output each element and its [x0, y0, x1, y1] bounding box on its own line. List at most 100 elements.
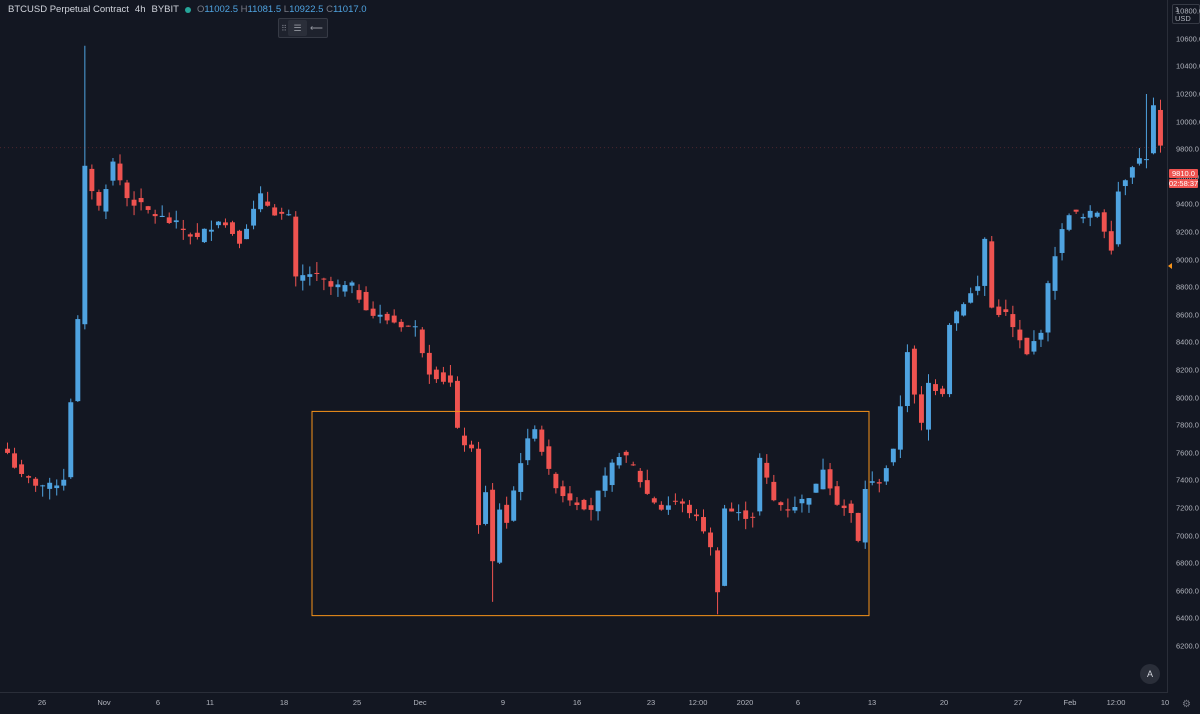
candle-body	[1094, 212, 1100, 217]
candle-body	[26, 476, 32, 478]
time-tick-label: 10	[1160, 698, 1170, 707]
line-tool-icon[interactable]: ⟵	[310, 22, 323, 33]
candle-body	[799, 498, 805, 504]
alert-marker-icon[interactable]	[1168, 263, 1172, 269]
candle-body	[314, 272, 320, 274]
candle-body	[412, 326, 418, 328]
candle-body	[609, 462, 615, 486]
time-axis[interactable]: 26 Nov 6 11 18 25 Dec 9 16 23 12:00 2020 6 13 20 27 Feb 1…	[0, 692, 1170, 714]
candle-body	[349, 282, 355, 286]
time-tick-label: 20	[939, 698, 949, 707]
legend-open: 11002.5	[204, 4, 238, 15]
candle-body	[82, 165, 88, 325]
candle-body	[672, 500, 678, 502]
candle-body	[827, 469, 833, 489]
candle-body	[595, 490, 601, 512]
price-tick-label: 6400.0	[1176, 613, 1199, 623]
candle-body	[391, 315, 397, 323]
price-tick-label: 9000.0	[1176, 255, 1199, 265]
candle-body	[918, 394, 924, 423]
candle-body	[1101, 212, 1107, 232]
price-axis[interactable]: 1 USD 6200.0 6400.0 6600.0 6800.0 7000.0 7200…	[1168, 0, 1200, 692]
price-tick-label: 7600.0	[1176, 448, 1199, 458]
candle-body	[567, 493, 573, 501]
candle-body	[947, 324, 953, 395]
price-tick-label: 9800.0	[1176, 144, 1199, 154]
candle-body	[736, 512, 742, 514]
price-tick-label: 10000.0	[1176, 117, 1200, 127]
candle-body	[911, 348, 917, 395]
price-tick-label: 9200.0	[1176, 227, 1199, 237]
price-tick-label: 7800.0	[1176, 420, 1199, 430]
legend-ohlc: O11002.5 H11081.5 L10922.5 C11017.0	[196, 4, 367, 15]
legend-symbol[interactable]: BTCUSD Perpetual Contract	[8, 4, 129, 15]
candle-body	[539, 429, 545, 452]
candle-body	[47, 482, 53, 489]
candle-body	[890, 448, 896, 463]
time-tick-label: Nov	[97, 698, 111, 707]
candle-body	[215, 221, 221, 226]
candle-body	[321, 278, 327, 280]
candle-body	[1143, 159, 1149, 161]
candle-body	[483, 492, 489, 524]
chart-legend: BTCUSD Perpetual Contract 4h BYBIT O1100…	[8, 4, 367, 15]
time-tick-label: 6	[155, 698, 161, 707]
candle-body	[1136, 158, 1142, 164]
price-tick-label: 6800.0	[1176, 558, 1199, 568]
price-tick-label: 10600.0	[1176, 34, 1200, 44]
candle-body	[124, 182, 130, 199]
candle-body	[377, 314, 383, 317]
candle-body	[237, 230, 242, 244]
time-tick-label: 23	[646, 698, 656, 707]
candle-body	[989, 241, 995, 308]
candle-body	[244, 228, 250, 240]
time-tick-label: 12:00	[1106, 698, 1126, 707]
chart-area[interactable]: BTCUSD Perpetual Contract 4h BYBIT O1100…	[0, 0, 1168, 692]
candle-body	[679, 501, 685, 504]
candle-body	[258, 193, 264, 210]
candle-body	[968, 293, 974, 303]
grip-dots-icon[interactable]: ⠿	[281, 23, 287, 33]
candle-body	[1045, 283, 1051, 333]
candle-body	[89, 168, 95, 192]
candle-body	[764, 462, 770, 478]
candle-body	[61, 479, 67, 486]
time-tick-label: 11	[206, 698, 214, 707]
candle-body	[433, 369, 439, 380]
candle-body	[778, 502, 784, 506]
candle-body	[454, 380, 460, 428]
time-tick-label: 26	[37, 698, 47, 707]
price-tick-label: 9400.0	[1176, 199, 1199, 209]
candle-body	[1066, 215, 1072, 230]
candle-body	[426, 352, 432, 375]
time-tick-label: 25	[352, 698, 362, 707]
price-tick-label: 10400.0	[1176, 61, 1200, 71]
candle-body	[651, 498, 657, 503]
price-tick-label: 8400.0	[1176, 337, 1199, 347]
legend-interval[interactable]: 4h	[134, 4, 146, 15]
candle-body	[876, 482, 882, 484]
candle-body	[370, 308, 376, 316]
candle-body	[630, 464, 636, 466]
candle-body	[897, 406, 903, 450]
candle-body	[1122, 180, 1128, 187]
countdown-tag: 02:58:37	[1169, 179, 1199, 188]
candle-body	[658, 504, 664, 510]
price-chart[interactable]	[0, 0, 1168, 692]
candle-body	[286, 214, 292, 216]
object-tree-icon[interactable]: ☰	[288, 20, 307, 36]
candle-body	[588, 505, 594, 510]
gear-icon[interactable]: ⚙	[1182, 699, 1191, 710]
range-rectangle[interactable]	[311, 410, 870, 617]
candle-body	[553, 473, 559, 489]
auto-scale-button[interactable]: A	[1140, 664, 1160, 684]
candle-body	[117, 163, 123, 181]
candle-body	[328, 281, 334, 287]
candle-body	[982, 238, 988, 286]
candle-body	[926, 382, 931, 430]
candle-body	[230, 222, 235, 234]
candle-body	[623, 451, 629, 456]
candle-body	[1150, 105, 1156, 154]
candle-body	[834, 486, 840, 505]
candle-body	[201, 228, 207, 243]
